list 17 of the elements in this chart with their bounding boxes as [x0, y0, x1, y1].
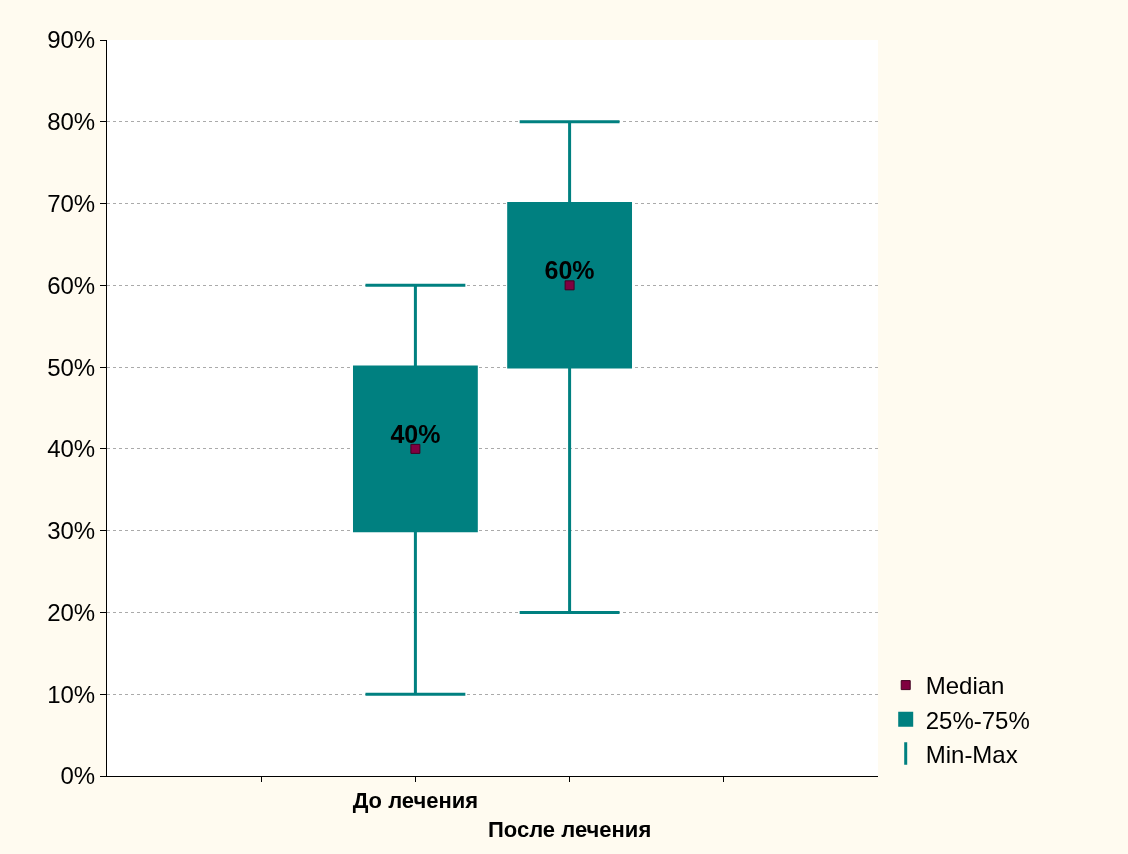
text: Min-Max — [925, 740, 1018, 768]
x-tick-label: До лечения — [352, 788, 479, 814]
y-tick-label: 60% — [47, 271, 96, 299]
y-tick-label: 30% — [47, 517, 96, 545]
y-tick-label: 10% — [47, 680, 96, 708]
legend-label: 25%-75% — [925, 706, 1030, 734]
y-tick-label: 40% — [47, 435, 96, 463]
legend-label: Median — [925, 672, 1005, 700]
y-tick-label: 50% — [47, 353, 96, 381]
y-tick-label: 80% — [47, 108, 96, 136]
x-tick-label: После лечения — [487, 817, 652, 842]
y-tick-label: 90% — [47, 26, 96, 54]
data-label: 60% — [544, 256, 595, 285]
y-tick-label: 20% — [47, 598, 96, 626]
y-tick-label: 70% — [47, 189, 96, 217]
data-label: 40% — [390, 419, 441, 448]
y-tick-label: 0% — [60, 762, 96, 790]
